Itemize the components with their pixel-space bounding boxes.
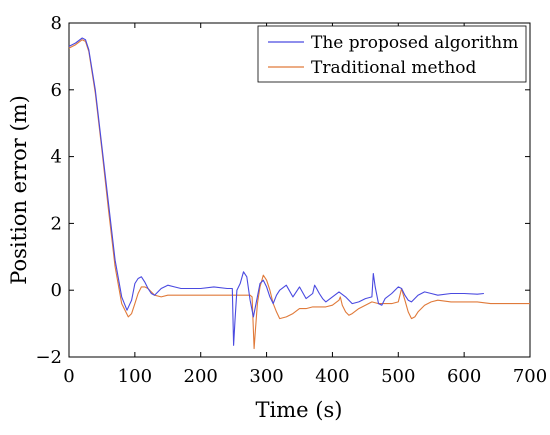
series-line-traditional: [68, 39, 530, 350]
x-tick-label: 700: [513, 366, 547, 387]
x-tick-label: 600: [447, 366, 481, 387]
x-tick-label: 200: [184, 366, 218, 387]
x-tick-label: 300: [249, 366, 283, 387]
series-layer: [68, 37, 530, 350]
legend-label-traditional: Traditional method: [311, 58, 477, 78]
x-tick-label: 100: [118, 366, 152, 387]
y-tick-label: 8: [51, 13, 62, 34]
x-tick-label: 500: [381, 366, 415, 387]
y-axis-title: Position error (m): [7, 95, 31, 285]
legend: The proposed algorithm Traditional metho…: [257, 25, 527, 83]
y-tick-label: 6: [51, 80, 62, 101]
legend-label-proposed: The proposed algorithm: [311, 33, 518, 53]
y-tick-label: 0: [51, 280, 62, 301]
legend-box: [257, 25, 527, 83]
x-tick-label: 0: [63, 366, 74, 387]
x-axis-title: Time (s): [256, 398, 343, 422]
y-tick-label: −2: [35, 347, 62, 368]
series-line-proposed: [68, 37, 484, 346]
y-tick-label: 2: [51, 213, 62, 234]
y-tick-label: 4: [51, 147, 62, 168]
x-tick-label: 400: [315, 366, 349, 387]
